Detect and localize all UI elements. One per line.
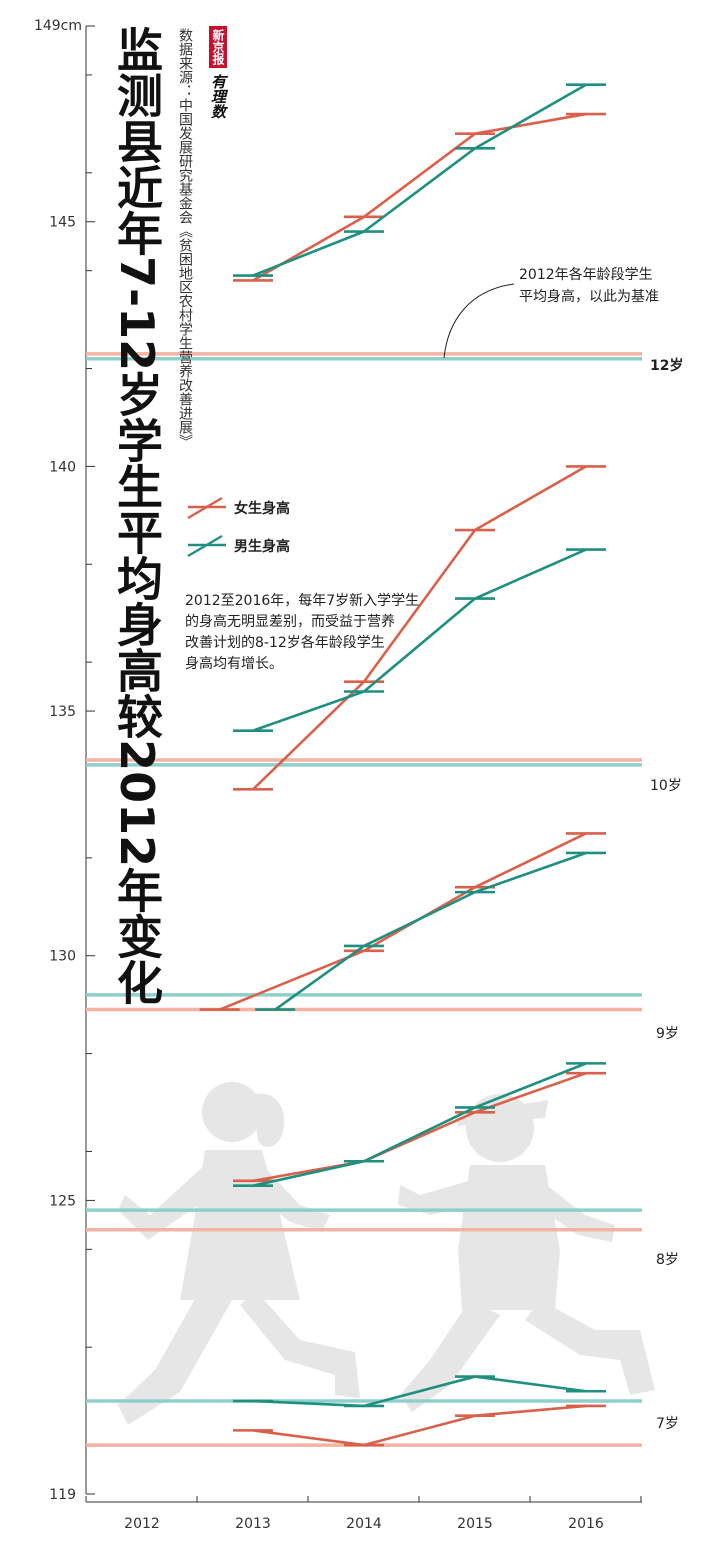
series-line-girls [252,1071,587,1183]
y-tick-label: 119 [49,1487,76,1503]
x-tick-label: 2014 [346,1516,382,1532]
reference-note-line-2: 平均身高，以此为基准 [519,289,659,305]
x-tick-label: 2016 [568,1516,604,1532]
brand-sub: 有理数 [209,74,227,119]
note-line-4: 身高均有增长。 [185,656,283,672]
x-tick-label: 2012 [124,1516,160,1532]
reference-callout-line [443,283,515,359]
series-line-boys [274,851,587,1011]
y-tick-label: 130 [49,949,76,965]
age-label-7: 7岁 [656,1416,679,1432]
legend-girls-label: 女生身高 [234,501,290,517]
x-tick-label: 2015 [457,1516,493,1532]
children-silhouette-decoration [118,1082,655,1425]
note-text: 2012至2016年，每年7岁新入学学生 的身高无明显差别，而受益于营养 改善计… [185,591,419,675]
series-line-boys [252,1062,587,1187]
legend-markers [187,496,226,558]
data-source: 数据来源：中国发展研究基金会《贫困地区农村学生营养改善进展》 [177,28,193,448]
note-line-2: 的身高无明显差别，而受益于营养 [185,614,395,630]
y-top-label: 149cm [34,18,82,34]
reference-note: 2012年各年龄段学生 平均身高，以此为基准 [519,264,659,308]
series-line-boys [252,1375,587,1408]
reference-note-line-1: 2012年各年龄段学生 [519,267,653,283]
age-label-8: 8岁 [656,1252,679,1268]
age-label-9: 9岁 [656,1026,679,1042]
y-tick-label: 135 [49,704,76,720]
boy-arm-shape [398,1180,478,1215]
y-axis: 119 125 130 135 140 145 149cm [34,18,95,1503]
boy-cap-shape [455,1100,548,1126]
girl-head-shape [202,1082,262,1142]
series-line-girls [252,1404,587,1447]
girl-arm-shape [118,1165,212,1240]
y-tick-label: 140 [49,459,76,475]
note-line-1: 2012至2016年，每年7岁新入学学生 [185,593,420,609]
note-line-3: 改善计划的8-12岁各年龄段学生 [185,635,385,651]
boy-leg-shape [400,1300,500,1412]
series-line-boys [252,83,587,277]
series-line-girls [252,465,587,791]
age-label-10: 10岁 [650,778,682,794]
girl-leg2-shape [240,1290,360,1398]
x-axis: 2012 2013 2014 2015 2016 [85,1496,642,1532]
x-tick-label: 2013 [235,1516,271,1532]
y-tick-label: 125 [49,1193,76,1209]
series-line-boys [252,548,587,732]
series-line-girls [252,112,587,282]
brand-name: 新京报 [209,26,227,68]
series-lines [199,83,606,1447]
y-tick-label: 145 [49,215,76,231]
boy-leg2-shape [525,1300,655,1395]
series-line-girls [219,832,587,1011]
legend-boys-label: 男生身高 [234,539,290,555]
age-label-12: 12岁 [650,358,684,374]
girl-ponytail-shape [252,1093,285,1147]
baseline-lines [86,352,642,1447]
brand-logo: 新京报 有理数 [208,26,228,119]
boy-body-shape [458,1165,560,1310]
chart-title: 监测县近年7-12岁学生平均身高较2012年变化 [110,26,164,1006]
girl-leg-shape [118,1290,232,1425]
